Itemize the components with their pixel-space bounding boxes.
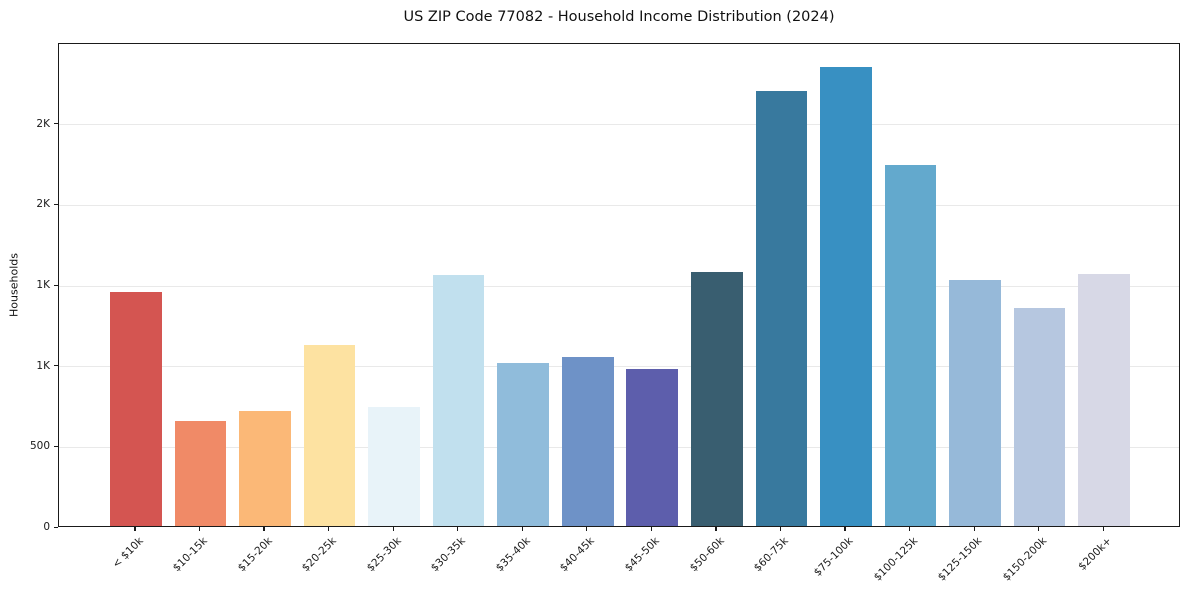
x-tick-mark xyxy=(457,527,459,531)
x-tick-label: < $10k xyxy=(109,535,146,571)
y-tick-mark xyxy=(54,526,58,528)
x-tick-label: $45-50k xyxy=(622,535,662,575)
x-tick-label: $20-25k xyxy=(299,535,339,575)
x-tick-label: $10-15k xyxy=(170,535,210,575)
y-tick-label: 2K xyxy=(36,198,50,211)
bar-2 xyxy=(174,421,227,526)
x-tick-label: $100-125k xyxy=(871,535,921,584)
y-tick-label: 500 xyxy=(29,440,50,453)
gridline xyxy=(59,446,1179,448)
gridline xyxy=(59,366,1179,368)
bar-15 xyxy=(1013,308,1066,526)
x-tick-mark xyxy=(779,527,782,531)
bar-8 xyxy=(561,357,614,526)
x-tick-mark xyxy=(1038,527,1040,531)
x-tick-mark xyxy=(586,527,588,531)
x-tick-label: $75-100k xyxy=(811,535,856,579)
gridline xyxy=(59,285,1179,287)
y-tick-label: 0 xyxy=(43,521,50,533)
bar-9 xyxy=(626,368,679,526)
x-tick-mark xyxy=(909,527,911,531)
bar-12 xyxy=(820,67,872,526)
x-tick-label: $25-30k xyxy=(364,535,404,575)
x-tick-label: $35-40k xyxy=(493,535,533,575)
bar-16 xyxy=(1078,274,1130,526)
x-tick-mark xyxy=(263,527,265,531)
bar-14 xyxy=(949,279,1001,526)
bar-1 xyxy=(110,292,162,526)
y-tick-label: 1K xyxy=(36,279,50,291)
gridline xyxy=(59,204,1179,206)
x-tick-label: $150-200k xyxy=(1000,535,1050,584)
y-tick-mark xyxy=(54,365,58,367)
x-tick-mark xyxy=(715,527,717,531)
x-tick-mark xyxy=(134,527,136,531)
x-tick-label: $200k+ xyxy=(1075,535,1114,573)
bar-4 xyxy=(303,344,356,526)
bar-3 xyxy=(239,410,291,526)
x-tick-mark xyxy=(650,527,652,531)
x-tick-label: $50-60k xyxy=(687,535,727,575)
y-tick-label: 2K xyxy=(36,117,50,130)
bar-10 xyxy=(691,271,743,526)
y-tick-mark xyxy=(54,123,58,125)
bar-7 xyxy=(497,363,549,526)
x-tick-label: $15-20k xyxy=(235,535,275,575)
x-tick-mark xyxy=(844,527,846,531)
y-tick-mark xyxy=(54,445,58,448)
x-tick-mark xyxy=(521,527,523,531)
plot-area xyxy=(58,43,1180,527)
x-tick-mark xyxy=(1102,527,1104,531)
y-tick-mark xyxy=(54,284,58,286)
bar-5 xyxy=(368,406,420,526)
chart-title: US ZIP Code 77082 - Household Income Dis… xyxy=(403,9,835,25)
x-tick-label: $60-75k xyxy=(751,535,791,575)
x-tick-mark xyxy=(392,527,394,531)
y-tick-mark xyxy=(54,203,58,206)
bar-13 xyxy=(884,164,937,526)
gridline xyxy=(59,124,1179,126)
x-tick-mark xyxy=(973,527,975,531)
bar-11 xyxy=(755,91,808,526)
x-tick-label: $125-150k xyxy=(936,535,985,584)
x-tick-label: $40-45k xyxy=(558,535,598,575)
x-tick-mark xyxy=(327,527,330,531)
bar-6 xyxy=(432,275,485,526)
x-tick-label: $30-35k xyxy=(429,535,469,575)
x-tick-mark xyxy=(198,527,201,531)
y-tick-label: 1K xyxy=(36,359,50,372)
